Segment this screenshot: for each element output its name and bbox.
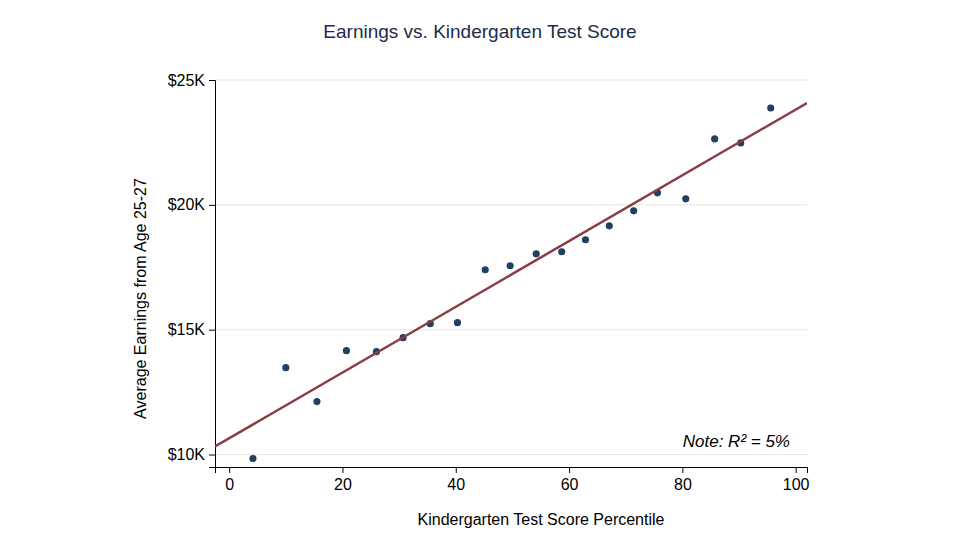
tick-mark bbox=[569, 467, 570, 473]
x-axis: 0 20 40 60 80 100 bbox=[216, 467, 810, 493]
tick-label: 20 bbox=[334, 476, 352, 493]
tick-mark bbox=[456, 467, 457, 473]
y-axis: $10K $15K $20K $25K bbox=[168, 72, 216, 468]
tick-label: 80 bbox=[674, 476, 692, 493]
chart: $10K $15K $20K $25K 0 20 40 60 80 100 Earnings vs.… bbox=[0, 0, 960, 540]
point bbox=[454, 319, 461, 326]
point bbox=[343, 347, 350, 354]
grid-line bbox=[215, 454, 807, 455]
grid-line bbox=[215, 329, 807, 330]
tick-label: 60 bbox=[561, 476, 579, 493]
point bbox=[606, 222, 613, 229]
tick: 20 bbox=[334, 467, 352, 493]
tick-mark bbox=[229, 467, 230, 473]
point bbox=[507, 262, 514, 269]
tick-label: 0 bbox=[225, 476, 234, 493]
point bbox=[482, 266, 489, 273]
tick: $15K bbox=[168, 321, 215, 338]
point bbox=[533, 250, 540, 257]
tick: 100 bbox=[783, 467, 810, 493]
tick-label: $10K bbox=[168, 446, 206, 463]
title: Earnings vs. Kindergarten Test Score bbox=[323, 21, 636, 42]
point bbox=[767, 104, 774, 111]
point bbox=[558, 248, 565, 255]
tick-mark bbox=[209, 205, 215, 206]
axis-line bbox=[216, 468, 808, 474]
point bbox=[313, 398, 320, 405]
tick-label: $15K bbox=[168, 321, 206, 338]
fit-line bbox=[215, 103, 807, 447]
y-axis-title: Average Earnings from Age 25-27 bbox=[132, 178, 149, 419]
point bbox=[682, 195, 689, 202]
tick: $20K bbox=[168, 196, 215, 213]
tick-mark bbox=[342, 467, 343, 473]
tick: $25K bbox=[168, 72, 215, 89]
annotation: Note: R² = 5% bbox=[683, 432, 790, 451]
tick: 40 bbox=[447, 467, 465, 493]
tick: 60 bbox=[561, 467, 579, 493]
grid-line bbox=[215, 204, 807, 205]
tick: $10K bbox=[168, 446, 215, 463]
tick-label: 40 bbox=[447, 476, 465, 493]
tick-label: $25K bbox=[168, 72, 206, 89]
tick-mark bbox=[796, 467, 797, 473]
point bbox=[582, 236, 589, 243]
tick-mark bbox=[209, 80, 215, 81]
tick-mark bbox=[209, 330, 215, 331]
tick: 0 bbox=[225, 467, 234, 493]
tick-label: $20K bbox=[168, 196, 206, 213]
tick-mark bbox=[209, 455, 215, 456]
axis-line bbox=[209, 81, 216, 468]
point bbox=[249, 455, 256, 462]
tick-mark bbox=[682, 467, 683, 473]
point bbox=[630, 207, 637, 214]
point bbox=[282, 364, 289, 371]
tick: 80 bbox=[674, 467, 692, 493]
grid bbox=[215, 80, 807, 455]
point bbox=[711, 135, 718, 142]
grid-line bbox=[215, 80, 807, 81]
plot-area bbox=[215, 103, 807, 462]
x-axis-title: Kindergarten Test Score Percentile bbox=[418, 511, 665, 528]
tick-label: 100 bbox=[783, 476, 810, 493]
